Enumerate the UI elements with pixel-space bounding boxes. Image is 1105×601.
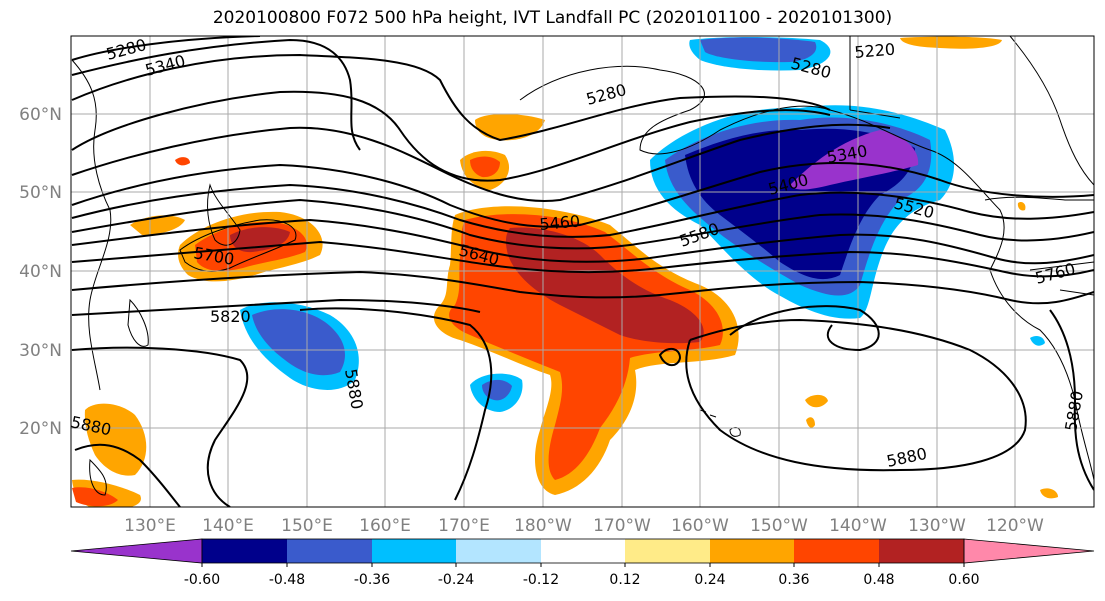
colorbar: -0.60 -0.48 -0.36 -0.24 -0.12 0.12 0.24 …	[70, 538, 1095, 588]
map-frame	[70, 35, 1095, 508]
colorbar-bin	[287, 539, 372, 563]
colorbar-tick-label: 0.48	[863, 572, 894, 588]
lat-label: 20°N	[19, 419, 62, 439]
colorbar-bin	[456, 539, 541, 563]
lon-label: 150°E	[281, 516, 333, 536]
lat-label: 60°N	[19, 105, 62, 125]
contour-label: 5220	[854, 40, 896, 62]
colorbar-tick-label: 0.24	[694, 572, 725, 588]
colorbar-tick-label: 0.12	[609, 572, 640, 588]
lon-label: 170°W	[593, 516, 651, 536]
colorbar-bin	[710, 539, 794, 563]
colorbar-tick-label: -0.60	[184, 572, 220, 588]
lon-label: 140°W	[829, 516, 887, 536]
lon-label: 180°W	[514, 516, 572, 536]
colorbar-tick-label: 0.60	[948, 572, 979, 588]
lon-label: 150°W	[750, 516, 808, 536]
contour-label: 5460	[539, 212, 581, 234]
colorbar-tick-label: -0.48	[269, 572, 305, 588]
height-contours	[71, 36, 1094, 507]
lon-labels: 130°E 140°E 150°E 160°E 170°E 180°W 170°…	[124, 516, 1044, 536]
colorbar-bin	[372, 539, 456, 563]
colorbar-lower-extend	[70, 538, 203, 564]
lat-label: 50°N	[19, 183, 62, 203]
contour-label: 5820	[210, 307, 251, 326]
lon-label: 130°E	[124, 516, 176, 536]
lon-label: 130°W	[908, 516, 966, 536]
colorbar-tick-label: -0.36	[354, 572, 390, 588]
colorbar-tick-label: -0.24	[438, 572, 474, 588]
lat-label: 40°N	[19, 262, 62, 282]
map-title: 2020100800 F072 500 hPa height, IVT Land…	[212, 8, 893, 28]
lon-label: 140°E	[202, 516, 254, 536]
colorbar-tick-label: 0.36	[778, 572, 809, 588]
lon-label: 120°W	[986, 516, 1044, 536]
colorbar-bin	[541, 539, 625, 563]
colorbar-tick-label: -0.12	[523, 572, 559, 588]
lon-label: 170°E	[438, 516, 490, 536]
ivt-negative-anomaly	[240, 37, 1045, 412]
colorbar-bin	[879, 539, 964, 563]
colorbar-bin	[625, 539, 710, 563]
colorbar-bin	[202, 539, 287, 563]
ivt-positive-anomaly	[72, 36, 1058, 507]
lon-label: 160°W	[671, 516, 729, 536]
colorbar-bin	[794, 539, 879, 563]
lat-labels: 60°N 50°N 40°N 30°N 20°N	[19, 105, 62, 439]
colorbar-upper-extend	[963, 538, 1095, 564]
colorbar-ticks	[201, 563, 965, 567]
lat-label: 30°N	[19, 341, 62, 361]
lon-label: 160°E	[359, 516, 411, 536]
